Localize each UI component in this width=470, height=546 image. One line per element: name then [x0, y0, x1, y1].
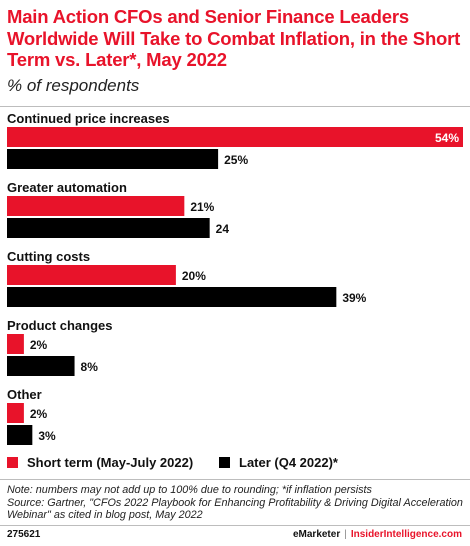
data-label: 2% [30, 338, 48, 352]
note-text: Note: numbers may not add up to 100% due… [7, 484, 372, 496]
brand-insiderintelligence: InsiderIntelligence.com [350, 529, 462, 540]
legend-label-later: Later (Q4 2022)* [239, 455, 338, 470]
footer-divider [0, 525, 470, 526]
category-label: Continued price increases [7, 111, 170, 126]
legend-item-short-term: Short term (May-July 2022) [7, 455, 193, 470]
bar-later [7, 356, 75, 376]
chart-title: Main Action CFOs and Senior Finance Lead… [7, 6, 461, 70]
legend-item-later: Later (Q4 2022)* [219, 455, 338, 470]
brand-emarketer: eMarketer [292, 529, 341, 540]
data-label: 2% [30, 407, 48, 421]
footer-brands: eMarketer | InsiderIntelligence.com [293, 529, 462, 541]
bar-short-term [7, 334, 24, 354]
legend-label-short-term: Short term (May-July 2022) [27, 455, 194, 470]
bar-later [7, 287, 337, 307]
legend-swatch-short-term [7, 457, 18, 468]
category-label: Greater automation [7, 180, 127, 195]
bar-chart: Continued price increases 54% 25% Greater a… [7, 111, 463, 445]
category-label: Other [7, 387, 42, 402]
source-text: Source: Gartner, "CFOs 2022 Playbook for… [7, 496, 463, 522]
bar-short-term [7, 265, 176, 285]
data-label: 8% [81, 360, 99, 374]
data-label: 3% [38, 429, 56, 443]
bar-later [7, 425, 33, 445]
bar-later [7, 218, 210, 238]
data-label: 21% [190, 200, 214, 214]
data-label: 54% [435, 131, 459, 145]
category-label: Product changes [7, 318, 112, 333]
data-label: 20% [182, 269, 206, 283]
brand-separator: | [344, 529, 347, 540]
data-label: 25% [224, 153, 248, 167]
category-label: Cutting costs [7, 249, 90, 264]
data-label: 39% [342, 291, 366, 305]
data-label: 24 [216, 222, 230, 236]
bar-short-term [7, 127, 463, 147]
chart-subtitle: % of respondents [7, 76, 140, 95]
bottom-divider [0, 479, 470, 480]
bar-short-term [7, 403, 24, 423]
notes: Note: numbers may not add up to 100% due… [7, 484, 463, 522]
top-divider [0, 106, 470, 107]
chart-id: 275621 [7, 529, 41, 540]
legend-swatch-later [219, 457, 230, 468]
bar-later [7, 149, 219, 169]
bar-short-term [7, 196, 185, 216]
